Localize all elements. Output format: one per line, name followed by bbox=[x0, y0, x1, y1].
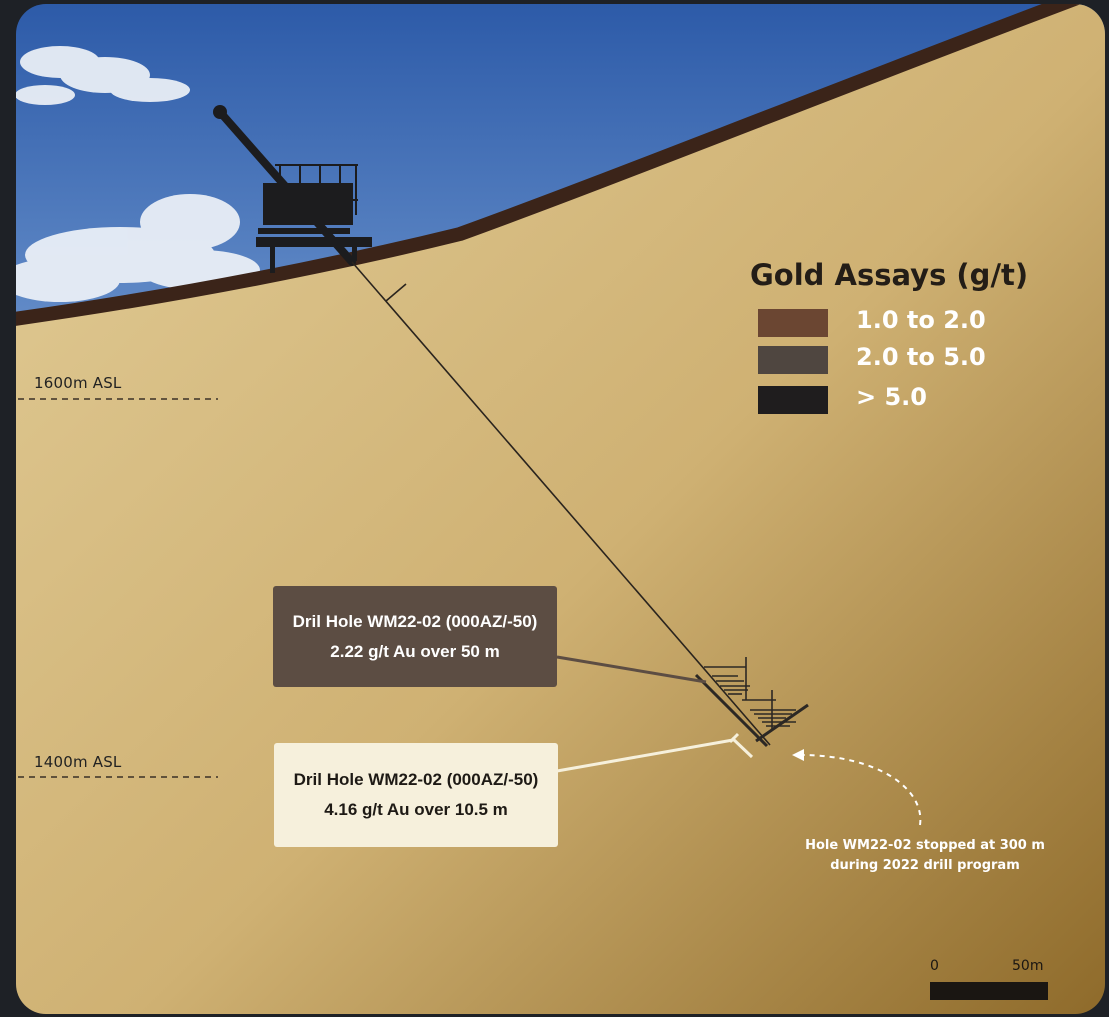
drill-rig bbox=[213, 105, 372, 273]
stop-note-line: during 2022 drill program bbox=[830, 858, 1020, 873]
legend-title: Gold Assays (g/t) bbox=[750, 258, 1029, 292]
upper-leader-line bbox=[556, 655, 707, 684]
callout-result: 4.16 g/t Au over 10.5 m bbox=[324, 800, 508, 819]
stop-note-line: Hole WM22-02 stopped at 300 m bbox=[805, 838, 1045, 853]
legend-swatch bbox=[758, 386, 828, 414]
legend-label: 2.0 to 5.0 bbox=[856, 343, 986, 371]
hole-stop-note: Hole WM22-02 stopped at 300 m during 202… bbox=[760, 836, 1090, 876]
scale-bar bbox=[930, 982, 1048, 1000]
scale-label-start: 0 bbox=[930, 958, 939, 974]
callout-result: 2.22 g/t Au over 50 m bbox=[330, 641, 500, 661]
legend-label: 1.0 to 2.0 bbox=[856, 306, 986, 334]
legend-swatch bbox=[758, 309, 828, 337]
lower-intercept-callout: Dril Hole WM22-02 (000AZ/-50) 4.16 g/t A… bbox=[274, 743, 558, 847]
drill-hole-trace bbox=[351, 261, 771, 746]
lower-leader-line bbox=[556, 738, 734, 773]
upper-intercept-callout: Dril Hole WM22-02 (000AZ/-50) 2.22 g/t A… bbox=[273, 586, 557, 687]
elevation-label-1400: 1400m ASL bbox=[34, 753, 122, 771]
scale-label-end: 50m bbox=[1012, 958, 1044, 974]
assay-intervals bbox=[694, 657, 809, 759]
legend-swatch bbox=[758, 346, 828, 374]
elevation-label-1600: 1600m ASL bbox=[34, 374, 122, 392]
callout-title: Dril Hole WM22-02 (000AZ/-50) bbox=[292, 611, 538, 631]
topsoil-line bbox=[16, 4, 1105, 328]
stop-arrow bbox=[799, 754, 922, 826]
callout-title: Dril Hole WM22-02 (000AZ/-50) bbox=[293, 770, 539, 789]
legend-label: > 5.0 bbox=[856, 383, 927, 411]
arrow-head-icon bbox=[792, 749, 804, 761]
collar-tick bbox=[385, 283, 407, 302]
clouds bbox=[16, 46, 260, 302]
